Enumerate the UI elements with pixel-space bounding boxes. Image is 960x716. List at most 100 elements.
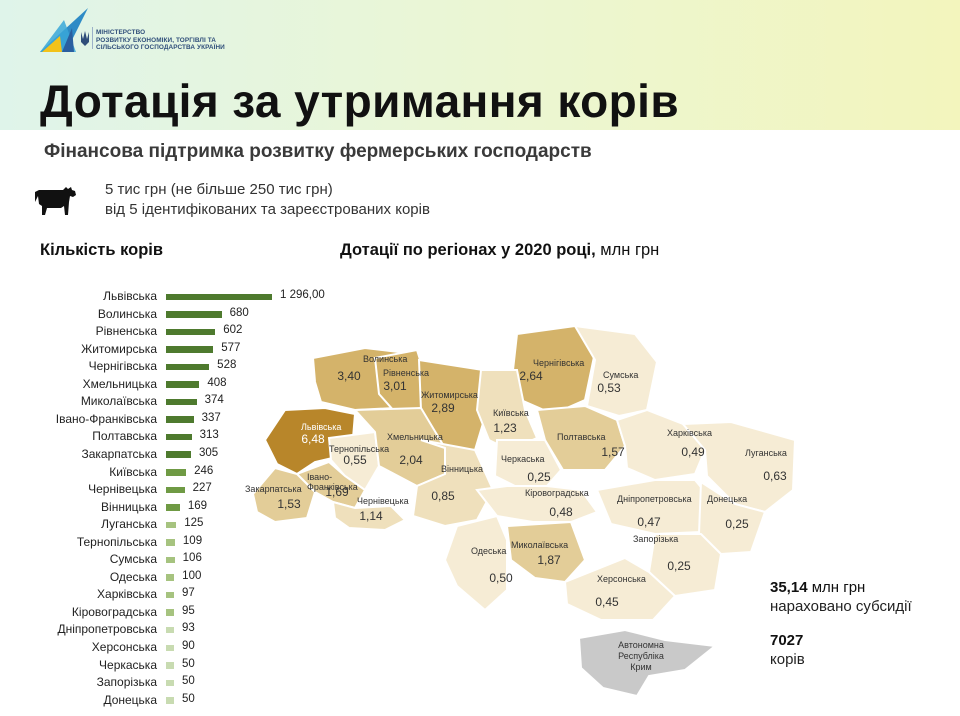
page-title: Дотація за утримання корів bbox=[40, 75, 680, 127]
map-region bbox=[505, 520, 587, 584]
map-title-unit: млн грн bbox=[600, 241, 660, 259]
bar-label: Тернопільська bbox=[76, 534, 157, 549]
bar bbox=[166, 469, 187, 476]
map-title-main: Дотації по регіонах у 2020 році, bbox=[340, 241, 596, 259]
bar-value-label: 50 bbox=[182, 675, 195, 688]
map-region-name: Чернівецька bbox=[357, 496, 409, 506]
bar bbox=[166, 662, 174, 669]
map-region-value: 1,23 bbox=[493, 421, 517, 435]
bar-row: Дніпропетровська 93 bbox=[0, 621, 340, 639]
map-region bbox=[443, 514, 508, 612]
bar-label: Полтавська bbox=[92, 429, 157, 444]
map-region-value: 2,04 bbox=[399, 453, 423, 467]
map-region-value: 0,47 bbox=[637, 515, 661, 529]
bar-label: Черкаська bbox=[99, 657, 157, 672]
map-region bbox=[475, 485, 599, 523]
bar bbox=[166, 486, 185, 494]
bar-label: Івано-Франківська bbox=[55, 411, 157, 426]
bar-label: Запорізька bbox=[96, 675, 157, 690]
bar bbox=[166, 416, 194, 423]
summary-cows-caption: корів bbox=[770, 651, 805, 668]
bar bbox=[166, 574, 175, 581]
map-region bbox=[295, 460, 367, 510]
map-region-name: Миколаївська bbox=[511, 540, 568, 550]
bar bbox=[166, 398, 197, 406]
map-region-name: Крим bbox=[630, 662, 651, 672]
bar-label: Волинська bbox=[97, 306, 157, 321]
bar-row: Миколаївська 374 bbox=[0, 393, 340, 411]
bar-value-label: 125 bbox=[184, 517, 204, 530]
bar-value-label: 95 bbox=[182, 604, 195, 617]
bar-row: Львівська 1 296,00 bbox=[0, 288, 340, 306]
summary-total-unit: млн грн bbox=[811, 579, 866, 596]
bar-label: Миколаївська bbox=[80, 394, 157, 409]
map-region-name: Республіка bbox=[618, 651, 664, 661]
bar-value-label: 1 296,00 bbox=[280, 289, 325, 301]
bar-value-label: 109 bbox=[182, 534, 203, 547]
trident-icon bbox=[81, 31, 89, 46]
map-region-name: Чернігівська bbox=[533, 358, 584, 368]
bar-row: Херсонська 90 bbox=[0, 639, 340, 657]
page-subtitle: Фінансова підтримка розвитку фермерських… bbox=[44, 141, 592, 162]
bar-row: Вінницька 169 bbox=[0, 499, 340, 517]
map-region-value: 0,25 bbox=[667, 559, 691, 573]
bar-row: Полтавська 313 bbox=[0, 428, 340, 446]
map-region-value: 1,87 bbox=[537, 553, 561, 567]
map-region-name: Дніпропетровська bbox=[617, 494, 692, 504]
map-region-name: Хмельницька bbox=[387, 432, 443, 442]
bar bbox=[166, 311, 222, 318]
map-region bbox=[573, 324, 659, 418]
map-region-name: Черкаська bbox=[501, 454, 544, 464]
bar bbox=[166, 433, 192, 441]
bar-row: Закарпатська 305 bbox=[0, 446, 340, 464]
map-region-value: 2,89 bbox=[431, 401, 455, 415]
bar bbox=[166, 451, 191, 458]
bar-label: Закарпатська bbox=[81, 446, 158, 461]
bar-label: Дніпропетровська bbox=[57, 622, 157, 637]
bar bbox=[166, 381, 200, 388]
bar-label: Харківська bbox=[97, 587, 157, 602]
map-region bbox=[331, 500, 407, 532]
map-region-value: 0,55 bbox=[343, 453, 367, 467]
map-region-name: Луганська bbox=[745, 448, 787, 458]
map-region-value: 1,53 bbox=[277, 497, 301, 511]
bar-row: Харківська 97 bbox=[0, 586, 340, 604]
bar-row: Київська 246 bbox=[0, 464, 340, 482]
bar bbox=[166, 521, 177, 529]
map-region-value: 0,50 bbox=[489, 571, 513, 585]
bar-value-label: 50 bbox=[182, 692, 195, 705]
bar bbox=[166, 609, 174, 616]
bar-label: Житомирська bbox=[81, 341, 157, 356]
map-region bbox=[563, 556, 677, 621]
bar-label: Хмельницька bbox=[82, 376, 157, 391]
bar-value-label: 602 bbox=[223, 324, 243, 337]
bar-value-label: 106 bbox=[182, 552, 202, 565]
map-region-value: 3,40 bbox=[337, 369, 361, 383]
cow-count-bar-chart: Львівська 1 296,00 Волинська 680 Рівненська 6… bbox=[0, 288, 340, 716]
map-region-value: 0,25 bbox=[725, 517, 749, 531]
bar bbox=[166, 293, 272, 300]
bar bbox=[166, 626, 174, 634]
bar-row: Черкаська 50 bbox=[0, 657, 340, 675]
bar-value-label: 313 bbox=[199, 429, 219, 442]
bar-label: Кіровоградська bbox=[71, 604, 157, 619]
bar-value-label: 97 bbox=[182, 587, 195, 600]
bar-value-label: 50 bbox=[182, 657, 195, 670]
bar-row: Сумська 106 bbox=[0, 551, 340, 569]
map-region-name: Тернопільська bbox=[329, 444, 389, 454]
bar-value-label: 93 bbox=[182, 622, 195, 635]
bar-value-label: 680 bbox=[229, 306, 249, 319]
bar bbox=[166, 591, 174, 599]
map-region-name: Кіровоградська bbox=[525, 488, 589, 498]
bar-row: Одеська 100 bbox=[0, 569, 340, 587]
bar-value-label: 90 bbox=[182, 640, 195, 652]
map-region bbox=[577, 628, 718, 698]
bar-label: Луганська bbox=[101, 517, 157, 532]
bar-row: Житомирська 577 bbox=[0, 341, 340, 359]
bar bbox=[166, 556, 175, 564]
bar-label: Львівська bbox=[103, 289, 157, 303]
ministry-logo bbox=[40, 8, 88, 52]
map-region-value: 0,53 bbox=[597, 381, 621, 395]
bar-label: Одеська bbox=[109, 569, 157, 584]
